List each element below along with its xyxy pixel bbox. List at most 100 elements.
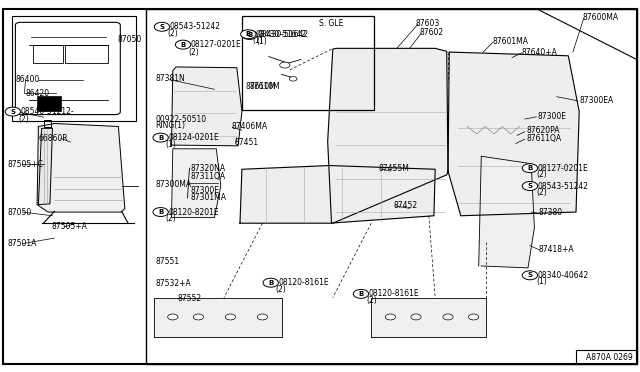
Text: 08124-0201E: 08124-0201E bbox=[168, 133, 219, 142]
Text: 87300E: 87300E bbox=[538, 112, 566, 121]
Text: S: S bbox=[10, 109, 15, 115]
Text: 08543-51242: 08543-51242 bbox=[170, 22, 221, 31]
Text: 87610M: 87610M bbox=[246, 82, 276, 91]
Text: S. GLE: S. GLE bbox=[319, 19, 343, 28]
Text: 08540-51212-: 08540-51212- bbox=[20, 107, 74, 116]
Circle shape bbox=[263, 278, 278, 287]
Text: 08120-8161E: 08120-8161E bbox=[369, 289, 419, 298]
Polygon shape bbox=[448, 52, 579, 216]
Text: 87320NA: 87320NA bbox=[191, 164, 226, 173]
Text: 87300MA: 87300MA bbox=[156, 180, 191, 189]
Text: (2): (2) bbox=[165, 214, 176, 223]
Circle shape bbox=[225, 314, 236, 320]
Circle shape bbox=[280, 62, 290, 68]
Circle shape bbox=[522, 182, 538, 190]
Text: 08120-8161E: 08120-8161E bbox=[278, 278, 329, 287]
Text: B: B bbox=[246, 31, 251, 37]
Text: 87050: 87050 bbox=[8, 208, 32, 217]
Text: 87452: 87452 bbox=[394, 201, 418, 210]
Text: (2): (2) bbox=[168, 29, 179, 38]
Text: RING(1): RING(1) bbox=[156, 121, 186, 130]
Circle shape bbox=[411, 314, 421, 320]
Circle shape bbox=[385, 314, 396, 320]
Text: 86400: 86400 bbox=[15, 76, 40, 84]
Text: B: B bbox=[158, 209, 163, 215]
Bar bbox=[33, 45, 63, 63]
Text: 87610M: 87610M bbox=[250, 82, 280, 91]
Text: 87451: 87451 bbox=[235, 138, 259, 147]
Text: (2): (2) bbox=[536, 170, 547, 179]
Text: (2): (2) bbox=[18, 115, 29, 124]
Text: (1): (1) bbox=[253, 36, 264, 45]
Circle shape bbox=[289, 77, 297, 81]
Text: 08120-8201E: 08120-8201E bbox=[168, 208, 219, 217]
Circle shape bbox=[241, 30, 256, 39]
Text: 87406MA: 87406MA bbox=[232, 122, 268, 131]
Text: B: B bbox=[358, 291, 364, 297]
Circle shape bbox=[5, 107, 20, 116]
Text: 08340-40642: 08340-40642 bbox=[538, 271, 589, 280]
Text: 87505+C: 87505+C bbox=[8, 160, 44, 169]
Polygon shape bbox=[240, 166, 435, 223]
Text: A870A 0269: A870A 0269 bbox=[586, 353, 632, 362]
Text: S: S bbox=[159, 24, 164, 30]
Bar bbox=[242, 16, 374, 110]
Circle shape bbox=[175, 40, 191, 49]
Text: 87381N: 87381N bbox=[156, 74, 185, 83]
Circle shape bbox=[242, 31, 257, 39]
Circle shape bbox=[353, 289, 369, 298]
Text: 87551: 87551 bbox=[156, 257, 180, 266]
Text: 08430-51642: 08430-51642 bbox=[257, 31, 308, 39]
Polygon shape bbox=[371, 298, 486, 337]
Bar bbox=[65, 45, 108, 63]
Circle shape bbox=[522, 164, 538, 173]
Text: (1): (1) bbox=[536, 278, 547, 286]
Text: 87602: 87602 bbox=[419, 28, 444, 37]
Text: 87380: 87380 bbox=[539, 208, 563, 217]
Text: (1): (1) bbox=[165, 140, 176, 149]
Circle shape bbox=[193, 314, 204, 320]
Text: 87311QA: 87311QA bbox=[191, 172, 226, 181]
Text: 87552: 87552 bbox=[178, 294, 202, 303]
Text: 66860R: 66860R bbox=[38, 134, 68, 143]
Circle shape bbox=[443, 314, 453, 320]
Text: 87603: 87603 bbox=[416, 19, 440, 28]
Polygon shape bbox=[172, 149, 221, 218]
Text: 87611QA: 87611QA bbox=[527, 134, 562, 143]
Text: 87455M: 87455M bbox=[379, 164, 410, 173]
Circle shape bbox=[468, 314, 479, 320]
Text: B: B bbox=[247, 32, 252, 38]
Bar bbox=[37, 96, 61, 111]
Text: 87300EA: 87300EA bbox=[579, 96, 614, 105]
Text: 87532+A: 87532+A bbox=[156, 279, 191, 288]
Text: B: B bbox=[180, 42, 186, 48]
Text: 87601MA: 87601MA bbox=[493, 37, 529, 46]
Bar bbox=[146, 9, 637, 364]
Text: B: B bbox=[158, 135, 163, 141]
Text: 87620PA: 87620PA bbox=[527, 126, 560, 135]
Circle shape bbox=[522, 271, 538, 280]
Text: (2): (2) bbox=[536, 188, 547, 197]
Text: 87505+A: 87505+A bbox=[51, 222, 87, 231]
Text: 87300E: 87300E bbox=[191, 186, 220, 195]
Text: 08127-0201E: 08127-0201E bbox=[191, 40, 241, 49]
Text: (2): (2) bbox=[366, 296, 377, 305]
Text: 87501A: 87501A bbox=[8, 239, 37, 248]
Text: 86420: 86420 bbox=[26, 89, 50, 97]
Text: 87640+A: 87640+A bbox=[522, 48, 557, 57]
Circle shape bbox=[153, 133, 168, 142]
Polygon shape bbox=[172, 67, 242, 146]
Polygon shape bbox=[37, 124, 125, 212]
Text: 08127-0201E: 08127-0201E bbox=[538, 164, 588, 173]
Text: 87418+A: 87418+A bbox=[539, 245, 575, 254]
Text: (1): (1) bbox=[256, 37, 267, 46]
Polygon shape bbox=[328, 48, 448, 223]
Text: (2): (2) bbox=[189, 48, 200, 57]
Circle shape bbox=[153, 208, 168, 217]
Text: S: S bbox=[527, 272, 532, 278]
Text: 87600MA: 87600MA bbox=[582, 13, 618, 22]
Circle shape bbox=[257, 314, 268, 320]
Text: 08430-51642: 08430-51642 bbox=[256, 30, 307, 39]
Polygon shape bbox=[479, 156, 534, 268]
Text: 87301MA: 87301MA bbox=[191, 193, 227, 202]
